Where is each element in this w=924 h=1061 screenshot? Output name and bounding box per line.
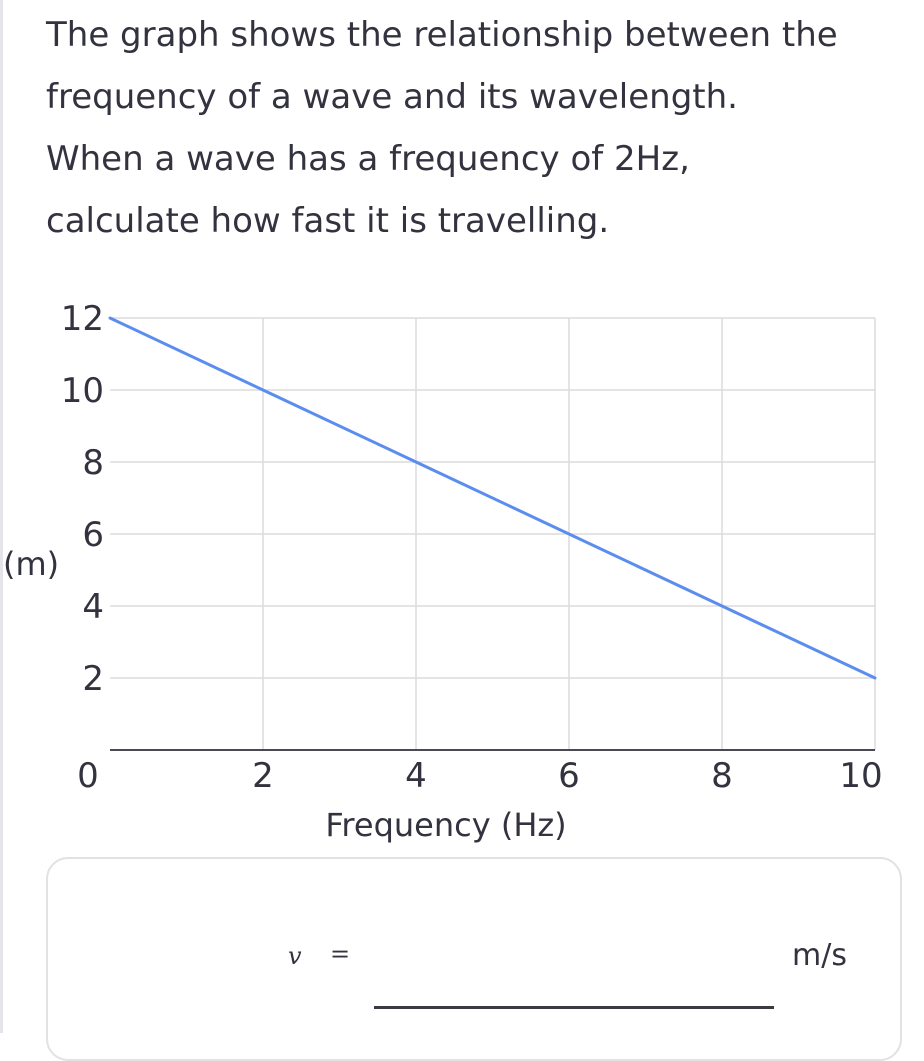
series-line [108,316,877,680]
y-tick-label: 8 [82,443,104,483]
question-line-3: When a wave has a frequency of 2Hz, [46,139,690,179]
wavelength-frequency-chart: 0 2 4 6 8 10 2 4 6 8 10 12 Frequency (Hz) (m) [3,299,883,844]
unit-label: m/s [792,938,847,973]
left-border [0,0,3,1033]
velocity-variable: v [288,942,302,970]
y-tick-label: 10 [61,371,104,411]
x-tick-label: 0 [77,756,99,796]
x-tick-label: 8 [711,756,733,796]
equals-sign: = [330,940,351,968]
x-tick-label: 2 [252,756,274,796]
question-line-2: frequency of a wave and its wavelength. [46,77,738,117]
x-tick-label: 10 [839,756,882,796]
question-line-1: The graph shows the relationship between… [46,15,838,55]
answer-input[interactable] [374,958,774,1009]
x-tick-label: 6 [558,756,580,796]
question-line-4: calculate how fast it is travelling. [46,201,610,241]
y-tick-label: 2 [82,659,104,699]
y-tick-label: 12 [61,299,104,339]
x-tick-label: 4 [405,756,427,796]
y-axis-label: (m) [3,545,59,583]
question-text: The graph shows the relationship between… [46,4,906,252]
y-tick-label: 4 [82,587,104,627]
x-axis-label: Frequency (Hz) [325,806,566,844]
y-tick-label: 6 [82,515,104,555]
